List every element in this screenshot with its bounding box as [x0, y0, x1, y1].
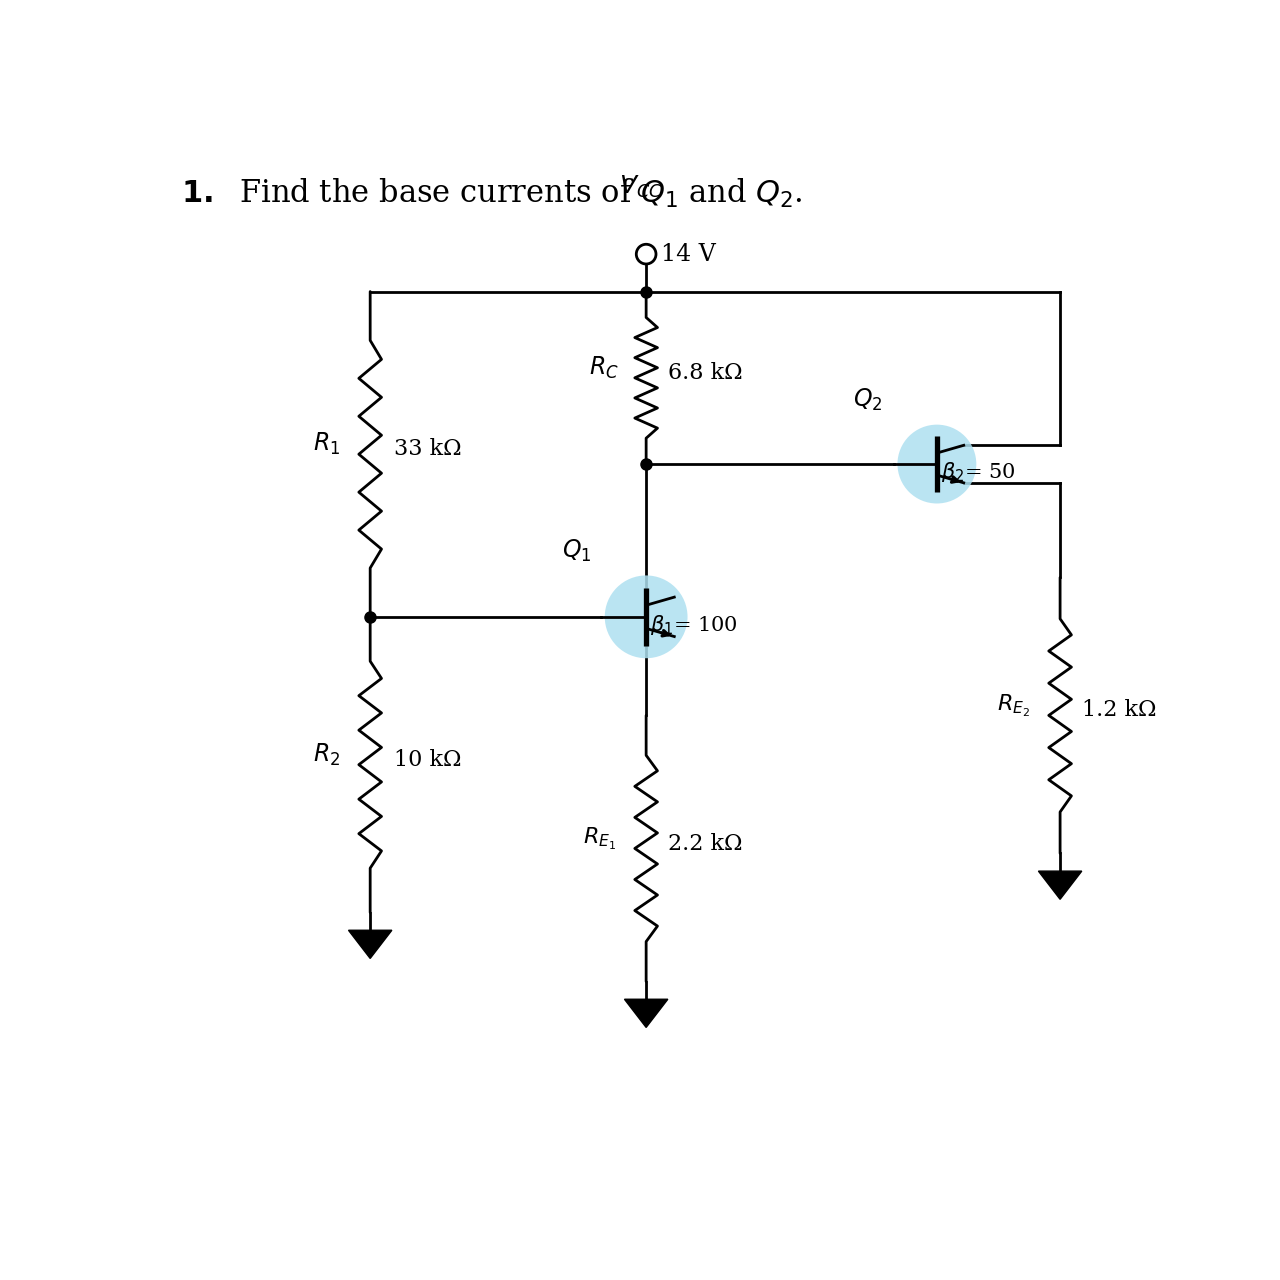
Text: 14 V: 14 V	[660, 243, 716, 266]
Text: 2.2 kΩ: 2.2 kΩ	[668, 832, 742, 855]
Text: $\beta_2$= 50: $\beta_2$= 50	[941, 460, 1015, 484]
Text: 1.2 kΩ: 1.2 kΩ	[1082, 699, 1156, 722]
Text: $R_1$: $R_1$	[314, 431, 340, 457]
Text: 6.8 kΩ: 6.8 kΩ	[668, 362, 742, 384]
Circle shape	[897, 425, 977, 503]
Circle shape	[604, 576, 687, 658]
Text: $R_{E_2}$: $R_{E_2}$	[997, 692, 1030, 718]
Text: 33 kΩ: 33 kΩ	[394, 438, 462, 461]
Text: $R_2$: $R_2$	[314, 741, 340, 768]
Polygon shape	[348, 931, 392, 959]
Text: $V_{CC}$: $V_{CC}$	[620, 174, 663, 200]
Text: $R_{E_1}$: $R_{E_1}$	[584, 826, 617, 851]
Text: $\mathbf{1.}$  Find the base currents of $\mathit{Q}_1$ and $\mathit{Q}_2$.: $\mathbf{1.}$ Find the base currents of …	[180, 177, 803, 210]
Polygon shape	[1038, 872, 1082, 900]
Text: 10 kΩ: 10 kΩ	[394, 749, 461, 771]
Text: $Q_2$: $Q_2$	[854, 387, 883, 413]
Text: $R_C$: $R_C$	[589, 355, 618, 381]
Text: $Q_1$: $Q_1$	[562, 538, 591, 563]
Text: $\beta_1$= 100: $\beta_1$= 100	[650, 613, 739, 636]
Polygon shape	[625, 1000, 668, 1028]
